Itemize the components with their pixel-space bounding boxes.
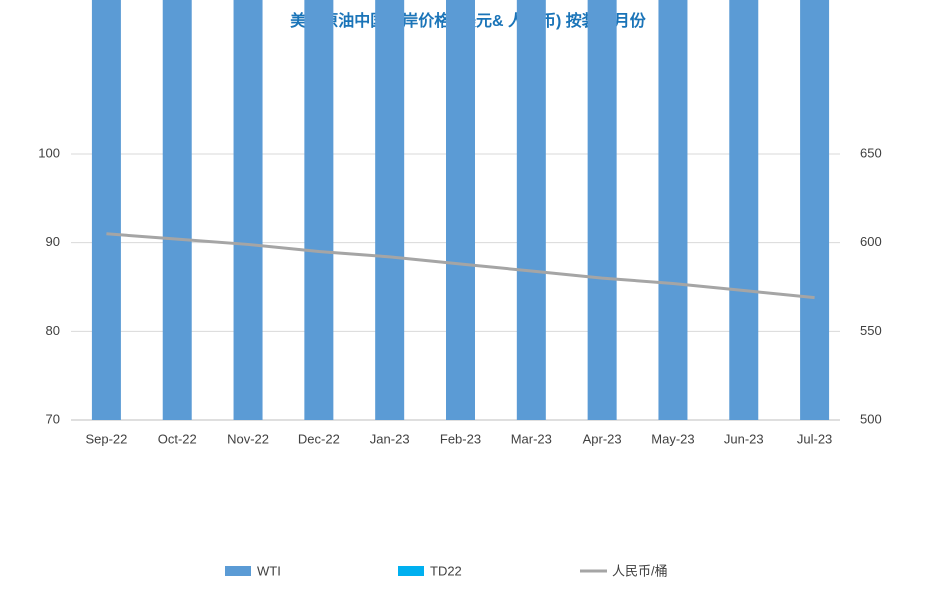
x-tick-label: Oct-22 [158, 431, 197, 446]
bar [729, 0, 759, 420]
bar [91, 0, 121, 420]
x-tick-label: Feb-23 [440, 431, 481, 446]
bar [162, 0, 192, 420]
y2-tick-label: 650 [860, 145, 882, 160]
bar [375, 0, 405, 421]
x-tick-label: Dec-22 [298, 431, 340, 446]
x-tick-label: Jul-23 [797, 431, 832, 446]
legend-swatch [398, 566, 424, 576]
bar [658, 0, 688, 420]
legend-swatch [225, 566, 251, 576]
legend-label: WTI [257, 563, 281, 578]
bar [446, 0, 475, 421]
x-tick-label: Apr-23 [583, 431, 622, 446]
y-tick-label: 80 [46, 323, 60, 338]
x-tick-label: May-23 [651, 431, 694, 446]
y2-tick-label: 600 [860, 234, 882, 249]
y-tick-label: 100 [38, 145, 60, 160]
y-tick-label: 90 [46, 234, 60, 249]
bar [304, 0, 334, 420]
x-tick-label: Nov-22 [227, 431, 269, 446]
legend-label: 人民币/桶 [612, 563, 668, 578]
legend-label: TD22 [430, 563, 462, 578]
line [106, 232, 815, 300]
bar [800, 0, 830, 421]
y2-tick-label: 500 [860, 411, 882, 426]
bar [587, 0, 617, 420]
x-tick-label: Jan-23 [370, 431, 410, 446]
x-tick-label: Jun-23 [724, 431, 764, 446]
bar [233, 0, 263, 420]
y2-tick-label: 550 [860, 323, 882, 338]
bar [516, 0, 546, 420]
y-tick-label: 70 [46, 411, 60, 426]
x-tick-label: Sep-22 [85, 431, 127, 446]
x-tick-label: Mar-23 [511, 431, 552, 446]
